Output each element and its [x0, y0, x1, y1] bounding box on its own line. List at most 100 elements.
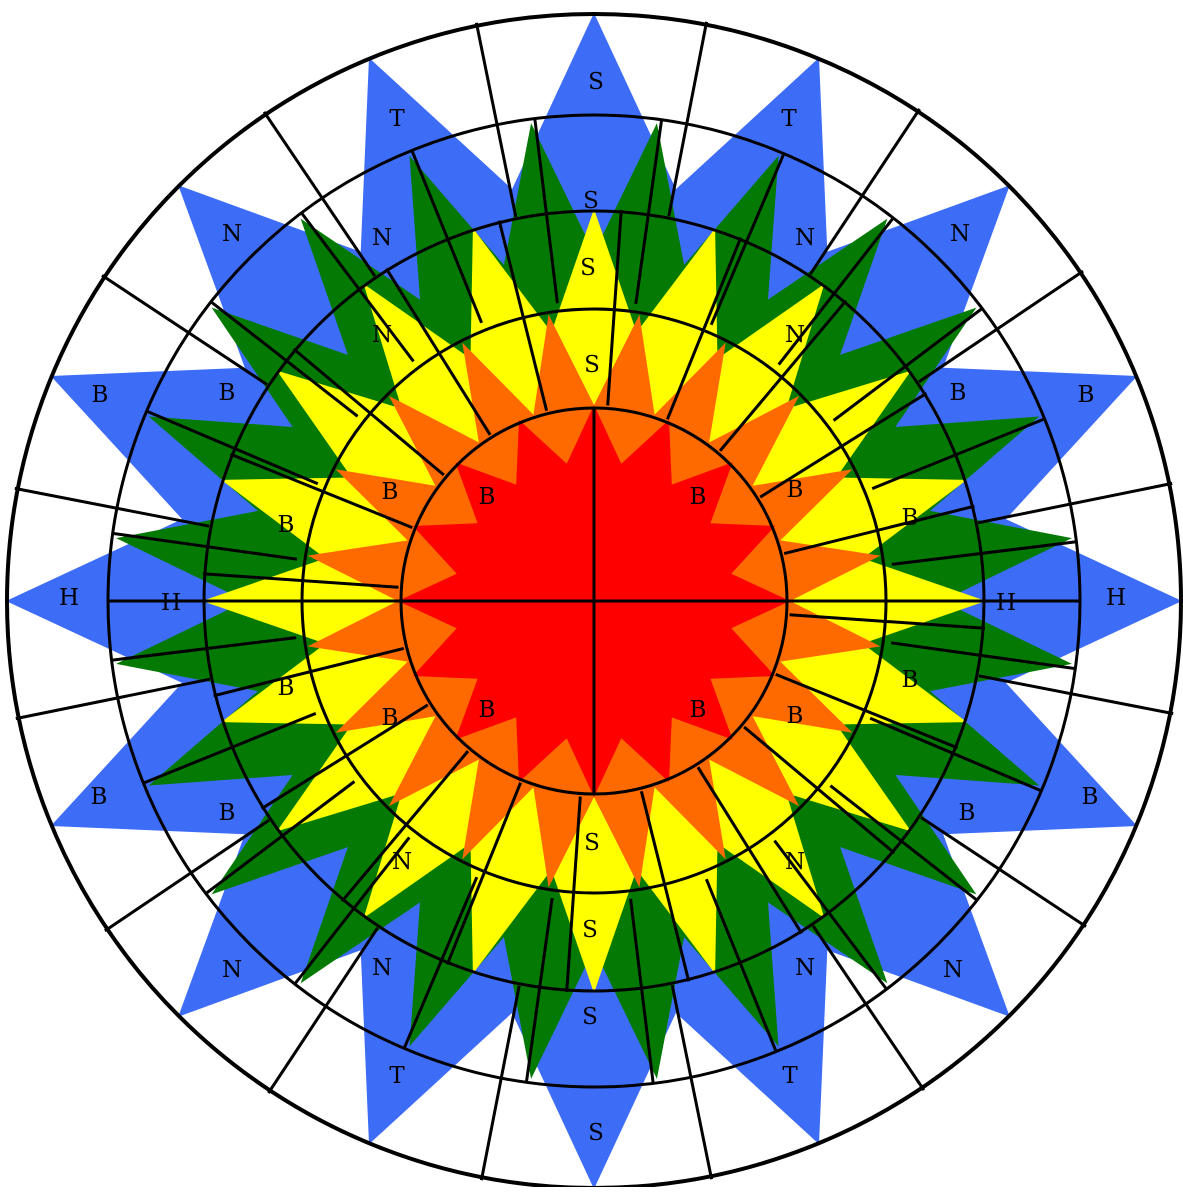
- ring-circles: [5, 12, 1183, 1190]
- spoke-line: [871, 417, 1046, 490]
- yellow-band-labels: S N B B N S N B B N: [278, 255, 919, 943]
- spoke-line: [533, 118, 559, 304]
- spoke-line: [15, 677, 211, 721]
- red-label: B: [690, 484, 707, 510]
- spoke-line: [869, 716, 1042, 793]
- spoke-line: [783, 504, 975, 556]
- green-label: B: [219, 380, 236, 406]
- red-label: B: [690, 697, 707, 723]
- spoke-line: [262, 111, 377, 277]
- red-label: B: [479, 697, 496, 723]
- green-label: N: [372, 955, 392, 981]
- green-label: B: [950, 380, 967, 406]
- blue-label: B: [92, 382, 109, 408]
- blue-label: S: [588, 1120, 604, 1146]
- spoke-lines: [14, 21, 1174, 1181]
- blue-label: N: [222, 957, 242, 983]
- blue-label: T: [782, 1063, 798, 1089]
- yellow-label: N: [372, 322, 392, 348]
- spoke-line: [267, 927, 379, 1094]
- green-band-labels: S N B H B N S N B H B N: [161, 188, 1016, 1030]
- green-label: N: [795, 955, 815, 981]
- spoke-line: [789, 613, 986, 630]
- blue-label: N: [950, 221, 970, 247]
- green-label: N: [372, 225, 392, 251]
- inner-red-ring: [399, 406, 789, 796]
- spoke-line: [293, 836, 411, 985]
- yellow-label: B: [278, 512, 295, 538]
- yellow-label: N: [785, 849, 805, 875]
- spoke-line: [890, 641, 1076, 671]
- blue-ring: [106, 113, 1082, 1089]
- green-ring: [202, 209, 986, 993]
- blue-label: H: [1106, 585, 1126, 611]
- spoke-line: [809, 108, 921, 275]
- orange-label: B: [787, 703, 804, 729]
- spoke-line: [705, 878, 778, 1053]
- blue-label: N: [943, 957, 963, 983]
- green-label: S: [582, 1004, 598, 1030]
- spoke-line: [565, 796, 582, 993]
- spoke-line: [410, 149, 483, 324]
- green-label: B: [959, 800, 976, 826]
- blue-label: S: [588, 69, 604, 95]
- spoke-line: [777, 217, 895, 366]
- blue-label: H: [59, 585, 79, 611]
- spoke-line: [634, 119, 664, 305]
- spoke-line: [204, 780, 356, 895]
- orange-label: B: [382, 705, 399, 731]
- spoke-line: [479, 985, 521, 1181]
- spoke-line: [606, 209, 623, 406]
- blue-label: B: [1082, 784, 1099, 810]
- spoke-line: [445, 782, 522, 966]
- spoke-line: [832, 307, 984, 422]
- spoke-line: [142, 712, 317, 785]
- yellow-ring: [300, 307, 888, 895]
- yellow-label: N: [392, 849, 412, 875]
- spoke-line: [629, 898, 655, 1084]
- red-band-labels: B B B B: [479, 484, 707, 723]
- blue-label: B: [1078, 382, 1095, 408]
- yellow-label: S: [580, 255, 596, 281]
- green-label: N: [795, 225, 815, 251]
- spoke-line: [402, 876, 479, 1049]
- spoke-line: [213, 646, 405, 698]
- spoke-line: [891, 540, 1077, 566]
- blue-label: B: [91, 784, 108, 810]
- spoke-line: [229, 452, 413, 529]
- spoke-line: [497, 220, 549, 412]
- spoke-line: [978, 674, 1174, 716]
- spoke-line: [918, 269, 1084, 384]
- spoke-line: [101, 274, 268, 386]
- spoke-line: [667, 21, 709, 217]
- yellow-label: B: [278, 675, 295, 701]
- spoke-line: [709, 153, 786, 326]
- spoke-line: [340, 750, 470, 903]
- spoke-line: [210, 300, 359, 418]
- spoke-line: [260, 703, 429, 810]
- spoke-line: [300, 211, 415, 363]
- orange-label: B: [787, 477, 804, 503]
- spoke-line: [14, 486, 210, 528]
- spoke-line: [111, 636, 297, 662]
- blue-label: T: [389, 106, 405, 132]
- yellow-label: S: [582, 917, 598, 943]
- blue-label: T: [781, 106, 797, 132]
- green-label: H: [996, 590, 1016, 616]
- blue-label: T: [389, 1063, 405, 1089]
- yellow-label: B: [902, 667, 919, 693]
- green-label: H: [161, 590, 181, 616]
- spoke-line: [670, 984, 714, 1180]
- spoke-line: [829, 784, 978, 902]
- spoke-line: [811, 925, 926, 1091]
- spoke-line: [743, 725, 896, 855]
- spoke-line: [920, 816, 1087, 928]
- orange-label: B: [382, 479, 399, 505]
- spoke-line: [666, 236, 743, 420]
- spoke-line: [385, 267, 492, 436]
- spoke-line: [292, 347, 445, 477]
- spoke-line: [524, 897, 554, 1083]
- orange-label: S: [584, 830, 600, 856]
